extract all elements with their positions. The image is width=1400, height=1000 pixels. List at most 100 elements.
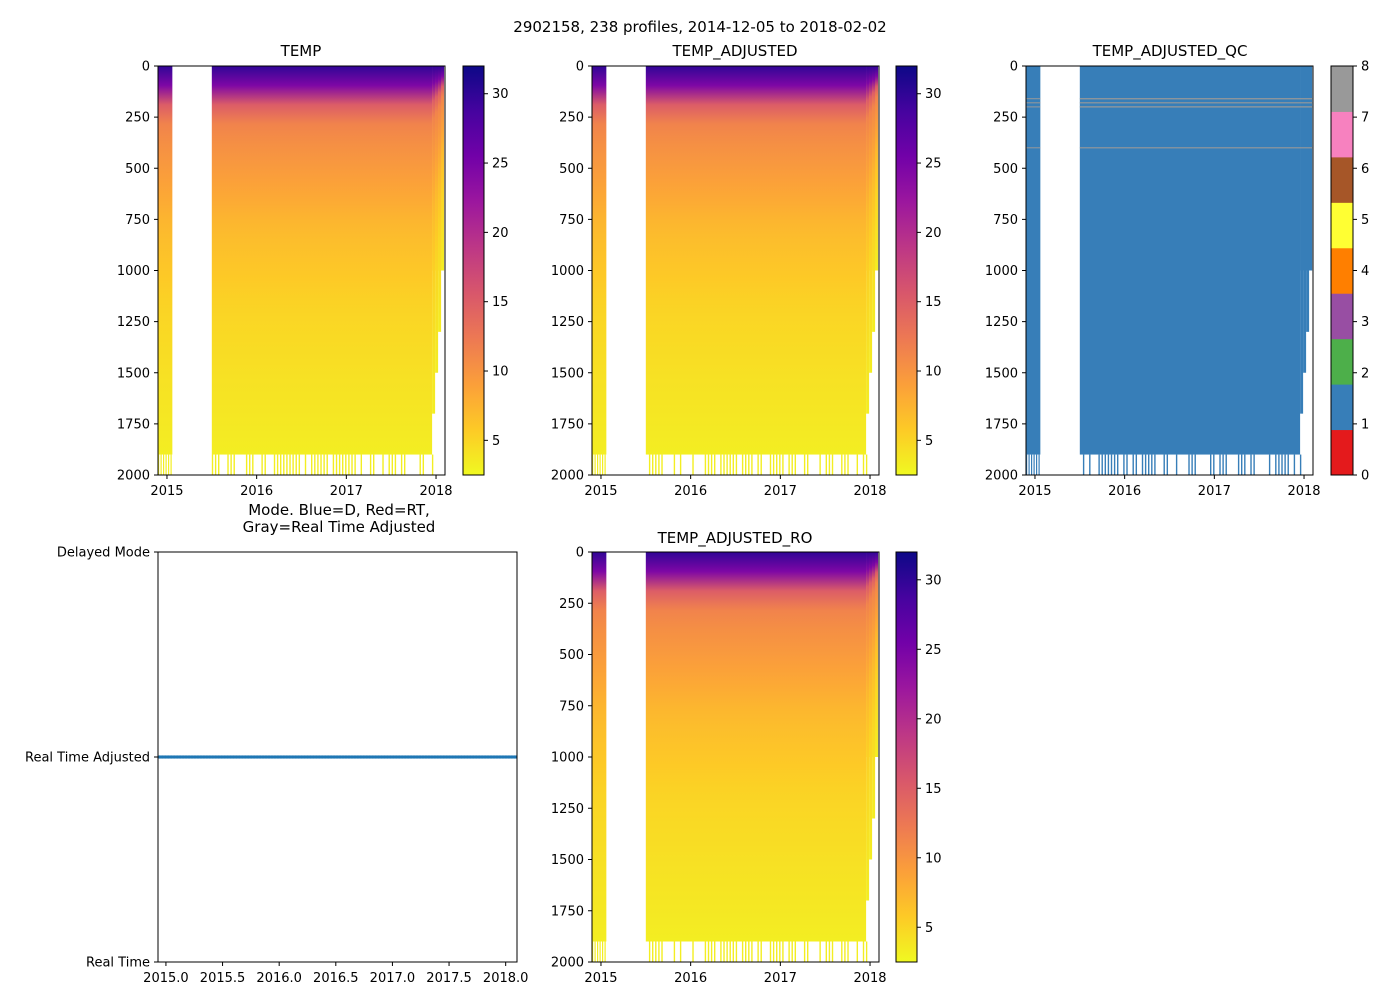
- qc-spike: [1113, 454, 1116, 475]
- x-tick-label: 2016: [674, 484, 707, 499]
- heatmap-spike: [704, 454, 707, 475]
- qc-spike: [1278, 454, 1280, 475]
- x-tick-label: 2017.5: [426, 971, 472, 986]
- colorbar-tick-label: 25: [492, 157, 509, 172]
- heatmap-spike: [819, 941, 821, 962]
- heatmap-spike: [769, 941, 772, 962]
- qc-spike: [1082, 454, 1085, 475]
- heatmap-spike: [230, 454, 232, 475]
- heatmap-spike: [692, 941, 694, 962]
- heatmap-spike: [320, 454, 322, 475]
- heatmap-spike: [422, 454, 425, 475]
- y-tick-label: 1500: [985, 366, 1018, 381]
- heatmap-spike: [720, 941, 722, 962]
- heatmap-spike: [648, 941, 651, 962]
- heatmap-spike: [597, 454, 599, 475]
- heatmap-spike: [286, 454, 288, 475]
- qc-spike: [1222, 454, 1224, 475]
- qc-block: [1079, 66, 1301, 455]
- heatmap-spike: [856, 454, 859, 475]
- heatmap-spike: [692, 454, 694, 475]
- heatmap-spike: [803, 454, 806, 475]
- heatmap-spike: [345, 454, 347, 475]
- heatmap-spike: [298, 454, 301, 475]
- heatmap-spike: [862, 454, 865, 475]
- y-tick-label: 1750: [551, 417, 584, 432]
- heatmap-spike: [597, 941, 599, 962]
- heatmap-column: [872, 66, 876, 332]
- heatmap-spike: [373, 454, 375, 475]
- panel-title-line: Mode. Blue=D, Red=RT,: [248, 501, 430, 519]
- x-tick-label: 2017: [764, 971, 797, 986]
- heatmap-spike: [729, 941, 731, 962]
- y-tick-label: 1250: [985, 315, 1018, 330]
- heatmap-spike: [788, 941, 790, 962]
- qc-spike: [1101, 454, 1103, 475]
- heatmap-spike: [841, 454, 843, 475]
- heatmap-spike: [382, 454, 384, 475]
- heatmap-spike: [847, 941, 849, 962]
- heatmap-spike: [599, 941, 601, 962]
- colorbar-tick-label: 20: [925, 226, 942, 241]
- heatmap-spike: [292, 454, 294, 475]
- heatmap-spike: [782, 941, 784, 962]
- heatmap-spike: [245, 454, 248, 475]
- colorbar-tick-label: 30: [492, 87, 509, 102]
- heatmap-spike: [741, 454, 744, 475]
- y-tick-label: 250: [559, 111, 584, 126]
- heatmap-spike: [304, 454, 307, 475]
- colorbar-tick-label: 5: [1361, 213, 1369, 228]
- y-tick-label: 1000: [551, 264, 584, 279]
- heatmap-spike: [720, 454, 722, 475]
- colorbar-tick-label: 8: [1361, 60, 1369, 75]
- y-tick-label: 500: [559, 648, 584, 663]
- colorbar-frame: [895, 65, 918, 476]
- heatmap-spike: [165, 454, 167, 475]
- qc-spike: [1151, 454, 1153, 475]
- heatmap-spike: [317, 454, 319, 475]
- heatmap-spike: [360, 454, 363, 475]
- heatmap-spike: [748, 454, 750, 475]
- heatmap-spike: [264, 454, 266, 475]
- y-tick-label: 2000: [551, 956, 584, 971]
- panel-title: TEMP_ADJUSTED: [671, 42, 797, 61]
- heatmap-spike: [714, 454, 716, 475]
- heatmap-spike: [825, 941, 828, 962]
- heatmap-spike: [757, 454, 759, 475]
- heatmap-spike: [163, 454, 165, 475]
- colorbar-segment: [1331, 293, 1353, 340]
- heatmap-spike: [772, 454, 775, 475]
- colorbar-tick-label: 1: [1361, 417, 1369, 432]
- heatmap-spike: [844, 941, 846, 962]
- heatmap-spike: [726, 454, 728, 475]
- heatmap-spike: [862, 941, 865, 962]
- heatmap-spike: [757, 941, 759, 962]
- heatmap-column: [866, 552, 870, 901]
- heatmap-block: [645, 66, 867, 455]
- qc-spike: [1117, 454, 1119, 475]
- heatmap-spike: [825, 454, 828, 475]
- qc-spike: [1293, 454, 1296, 475]
- colorbar-tick-label: 15: [925, 782, 942, 797]
- heatmap-spike: [772, 941, 775, 962]
- x-tick-label: 2018: [1287, 484, 1320, 499]
- y-tick-label: Real Time: [86, 956, 150, 971]
- panel-temp_adjusted_ro: TEMP_ADJUSTED_RO 0 250 500 750 1000 1250 1500 17…: [551, 529, 942, 986]
- colorbar-tick-label: 2: [1361, 366, 1369, 381]
- heatmap-spike: [594, 941, 596, 962]
- plot-area: [1026, 66, 1313, 475]
- qc-spike: [1148, 454, 1150, 475]
- heatmap-spike: [794, 454, 797, 475]
- heatmap-spike: [735, 454, 738, 475]
- heatmap-spike: [323, 454, 325, 475]
- qc-spike: [1237, 454, 1240, 475]
- heatmap-spike: [652, 941, 654, 962]
- heatmap-spike: [779, 941, 781, 962]
- heatmap-spike: [847, 454, 849, 475]
- qc-spike: [1210, 454, 1212, 475]
- heatmap-spike: [655, 454, 657, 475]
- heatmap-spike: [760, 941, 762, 962]
- plot-area: [592, 552, 879, 962]
- colorbar-tick-label: 10: [492, 365, 509, 380]
